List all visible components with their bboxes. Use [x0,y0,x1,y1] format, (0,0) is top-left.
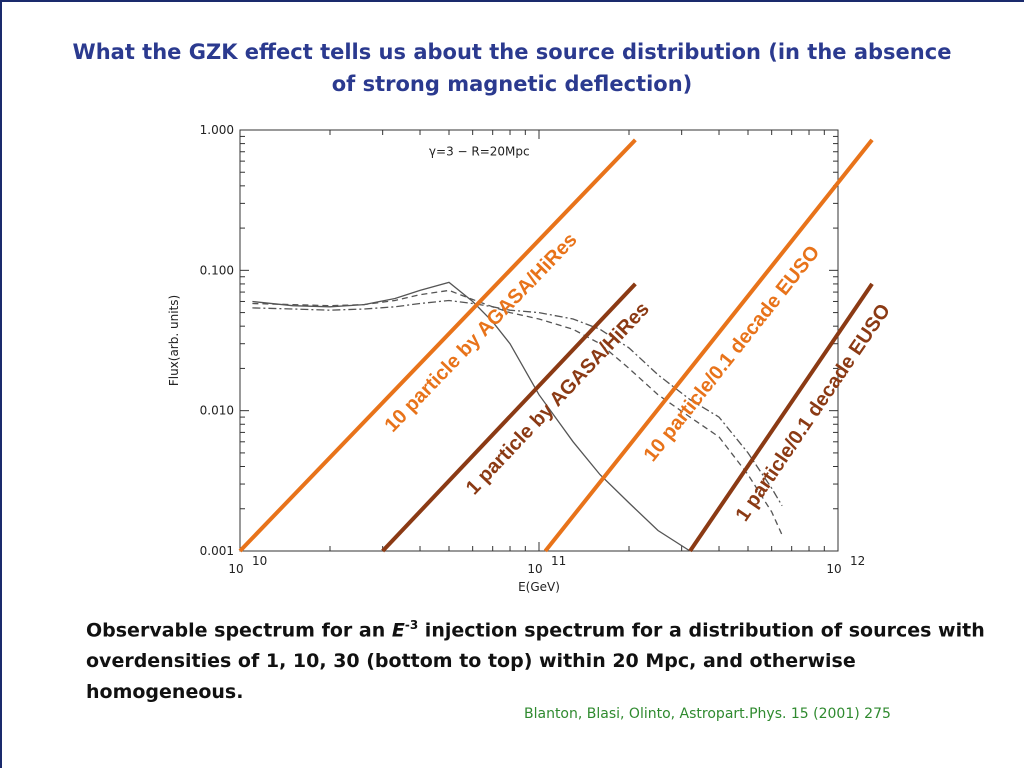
series-line-dashed [252,289,783,536]
x-tick-exponent: 12 [850,554,865,568]
y-axis-title: Flux(arb. units) [167,295,181,386]
caption-exponent: -3 [404,618,419,632]
x-tick-label: 10 [228,562,243,576]
y-tick-label: 0.010 [200,404,234,418]
x-tick-label: 10 [826,562,841,576]
annotation-line [381,282,637,553]
caption-text-end: injection spectrum for a distribution of… [86,619,985,704]
frame-top-border [0,0,1024,2]
series-line-dashdot [252,299,783,507]
annotation-line [543,138,874,553]
x-axis-title: E(GeV) [518,580,560,594]
inset-label: γ=3 − R=20Mpc [429,145,530,159]
x-tick-exponent: 10 [252,554,267,568]
y-tick-label: 0.100 [200,263,234,277]
x-tick-exponent: 11 [551,554,566,568]
slide-caption: Observable spectrum for an E-3 injection… [86,610,986,708]
y-tick-label: 0.001 [200,544,234,558]
caption-energy-symbol: E [391,619,405,642]
plot-area: 1.000 0.100 0.010 0.001 10 10 10 11 10 12 E(GeV) Fl… [167,123,865,594]
annotation-line [688,282,874,553]
annotation-line [238,138,637,553]
x-tick-label: 10 [527,562,542,576]
caption-text-start: Observable spectrum for an [86,619,392,642]
frame-left-border [0,0,2,768]
y-tick-label: 1.000 [200,123,234,137]
slide-title: What the GZK effect tells us about the s… [72,40,952,96]
flux-chart: 1.000 0.100 0.010 0.001 10 10 10 11 10 12 E(GeV) Fl… [167,123,895,594]
reference-citation: Blanton, Blasi, Olinto, Astropart.Phys. … [524,706,891,722]
